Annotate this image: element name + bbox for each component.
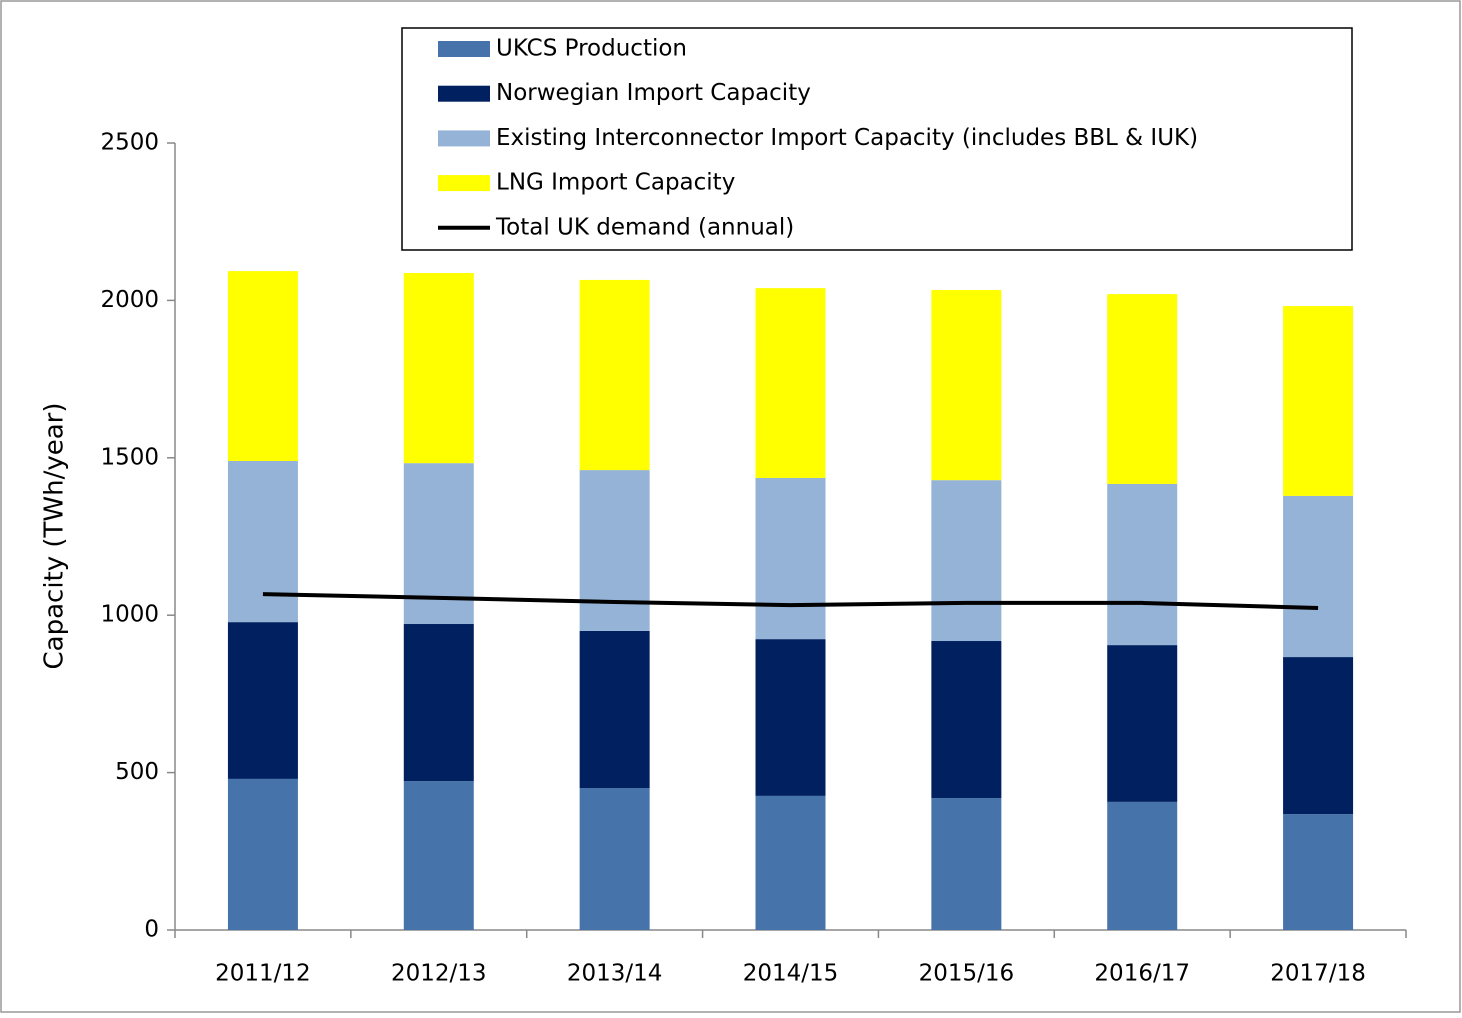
y-tick-label: 2000 [100, 287, 159, 313]
x-tick-label: 2013/14 [567, 961, 663, 987]
y-tick-label: 1000 [100, 602, 159, 628]
bar-segment [403, 781, 474, 930]
x-tick-label: 2012/13 [391, 961, 487, 987]
bar-segment [403, 624, 474, 782]
bar-segment [1107, 294, 1178, 484]
y-tick-label: 500 [115, 759, 159, 785]
x-tick-label: 2017/18 [1270, 961, 1366, 987]
y-axis-label: Capacity (TWh/year) [40, 402, 70, 669]
bar-segment [227, 778, 298, 930]
bar-segment [403, 273, 474, 464]
y-tick-label: 1500 [100, 444, 159, 470]
legend-label: LNG Import Capacity [496, 170, 735, 196]
x-tick-label: 2014/15 [743, 961, 839, 987]
legend-swatch [438, 130, 490, 147]
bar-segment [931, 798, 1002, 930]
legend-swatch [438, 41, 490, 57]
bar-segment [931, 480, 1002, 642]
bar-segment [1283, 814, 1354, 930]
bar-segment [579, 470, 650, 631]
bar-segment [579, 788, 650, 930]
line-series [262, 592, 1319, 610]
legend-box [401, 27, 1353, 251]
bar-segment [1107, 801, 1178, 930]
bar-segment [227, 460, 298, 623]
bar-segment [1283, 657, 1354, 815]
bar-segment [931, 290, 1002, 481]
bar-segment [579, 630, 650, 789]
bar-segment [579, 279, 650, 471]
bar-segment [1283, 306, 1354, 496]
bar-segment [755, 288, 826, 478]
x-tick-label: 2011/12 [215, 961, 311, 987]
bar-segment [755, 477, 826, 640]
bar-segment [755, 795, 826, 930]
legend-label: Norwegian Import Capacity [496, 80, 811, 106]
bar-segment [1283, 495, 1354, 658]
legend-label: Existing Interconnector Import Capacity … [496, 125, 1198, 151]
legend-swatch [438, 85, 490, 102]
bar-segment [755, 639, 826, 796]
bar-segment [1107, 645, 1178, 802]
y-tick-label: 0 [144, 917, 159, 943]
bar-segment [1107, 483, 1178, 646]
bar-segment [931, 641, 1002, 799]
legend-swatch [438, 175, 490, 192]
legend-label: UKCS Production [496, 36, 687, 62]
x-tick-label: 2015/16 [919, 961, 1015, 987]
bar-segment [227, 271, 298, 461]
legend-label: Total UK demand (annual) [495, 214, 794, 240]
y-tick-label: 2500 [100, 130, 159, 156]
bar-segment [227, 622, 298, 779]
x-tick-label: 2016/17 [1094, 961, 1190, 987]
